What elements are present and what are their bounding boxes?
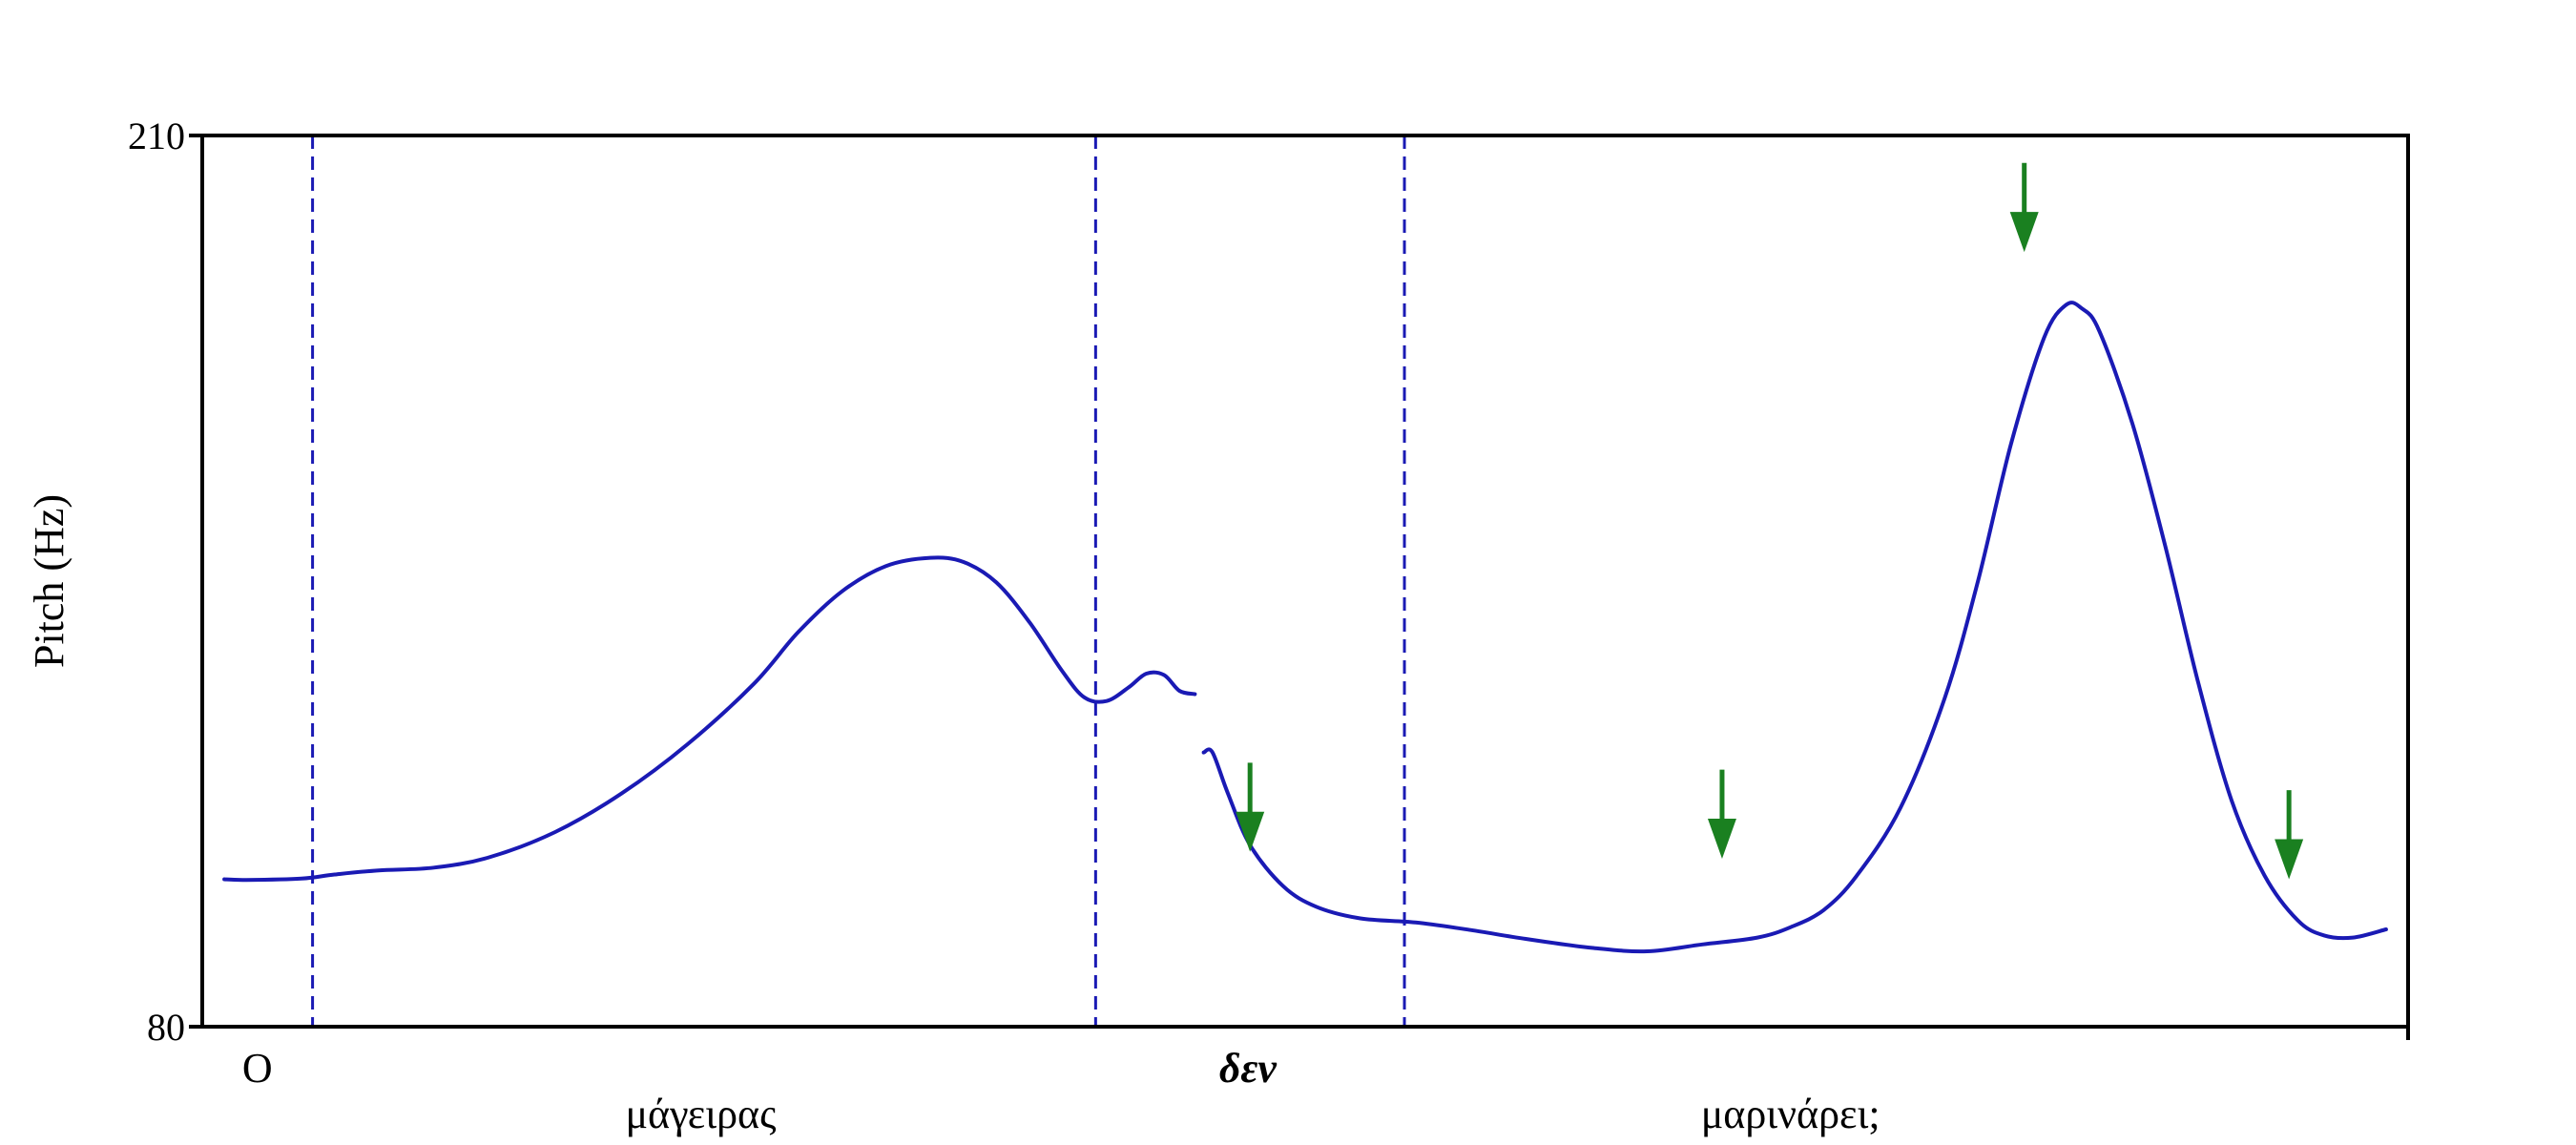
arrow-marker-1 [1236, 762, 1265, 852]
arrow-marker-3 [2009, 162, 2039, 253]
word-label-2: μάγειρας [625, 1091, 776, 1137]
plot-area [222, 135, 2388, 1027]
y-tick-label-2: 80 [147, 1006, 185, 1049]
arrow-marker-4 [2275, 790, 2304, 880]
plot-frame [200, 134, 2410, 1029]
pitch-contour-segment-1 [222, 555, 1197, 883]
y-tick-label-1: 210 [128, 114, 185, 157]
word-label-3: δεν [1219, 1045, 1278, 1092]
y-axis: 210 80 [128, 114, 2410, 1049]
word-label-1: Ο [242, 1045, 273, 1092]
pitch-contour-segment-2 [1201, 301, 2388, 954]
y-axis-label: Pitch (Hz) [26, 494, 73, 668]
arrow-marker-2 [1707, 769, 1736, 859]
word-label-4: μαρινάρει; [1701, 1091, 1880, 1137]
